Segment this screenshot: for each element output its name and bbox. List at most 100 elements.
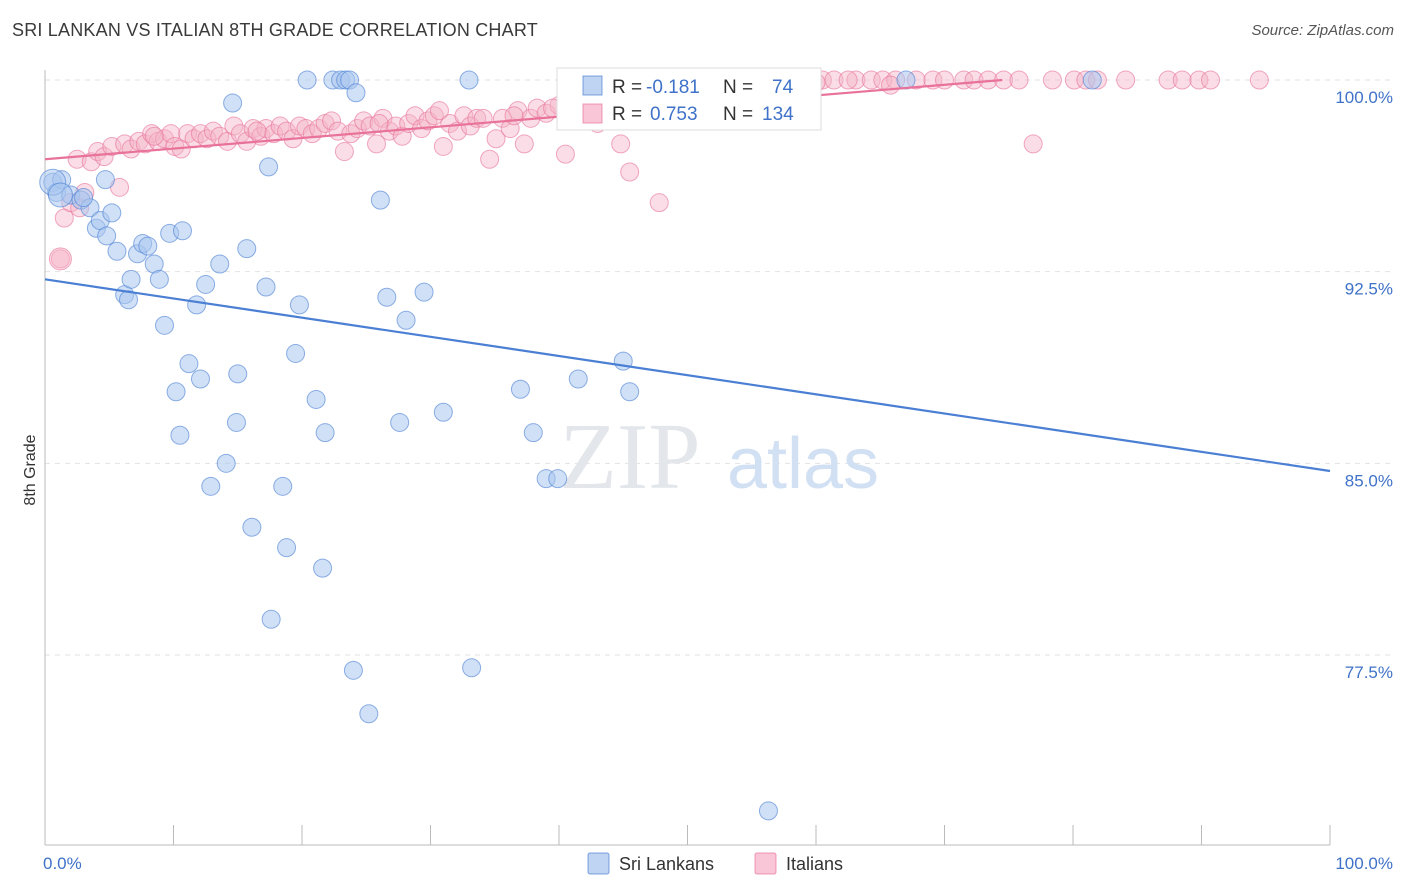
y-tick-labels: 100.0% 92.5% 85.0% 77.5% bbox=[1335, 88, 1393, 682]
sri-lankan-point-8 bbox=[97, 226, 117, 246]
italian-point-120 bbox=[1158, 70, 1178, 90]
legend-pink-r-label: R = bbox=[612, 104, 642, 125]
italian-point-102 bbox=[846, 70, 866, 90]
italian-point-56 bbox=[405, 106, 425, 126]
italian-point-115 bbox=[1042, 70, 1062, 90]
sri-lankan-point-29 bbox=[216, 453, 236, 473]
sri-lankan-point-35 bbox=[259, 157, 279, 177]
sri-lankan-point-21 bbox=[170, 425, 190, 445]
bottom-legend-blue-swatch bbox=[587, 852, 610, 875]
italian-point-48 bbox=[354, 111, 374, 131]
sri-lankan-point-57 bbox=[433, 402, 453, 422]
italian-point-128 bbox=[429, 101, 449, 121]
italian-point-25 bbox=[203, 121, 223, 141]
italian-point-119 bbox=[1116, 70, 1136, 90]
gridlines bbox=[45, 79, 1390, 656]
sri-lankan-point-34 bbox=[256, 277, 276, 297]
sri-lankan-point-43 bbox=[313, 558, 333, 578]
sri-lankan-point-36 bbox=[261, 609, 281, 629]
series-legend: Sri Lankans Italians bbox=[587, 852, 843, 875]
watermark-atlas: atlas bbox=[727, 424, 879, 504]
sri-lankan-point-18 bbox=[155, 315, 175, 335]
italian-point-84 bbox=[620, 162, 640, 182]
sri-lankan-point-31 bbox=[226, 412, 246, 432]
italian-point-125 bbox=[144, 126, 164, 146]
legend-blue-r-value: -0.181 bbox=[646, 77, 700, 98]
sri-lankan-point-56 bbox=[414, 282, 434, 302]
italian-point-124 bbox=[1249, 70, 1269, 90]
italian-point-43 bbox=[322, 111, 342, 131]
italian-point-87 bbox=[649, 193, 669, 213]
bottom-legend-pink-swatch bbox=[754, 852, 777, 875]
legend-blue-r-label: R = bbox=[612, 77, 642, 98]
sri-lankan-point-23 bbox=[179, 354, 199, 374]
sri-lankan-point-52 bbox=[370, 190, 390, 210]
chart-title: SRI LANKAN VS ITALIAN 8TH GRADE CORRELAT… bbox=[12, 20, 538, 40]
italians-trend-line bbox=[44, 78, 1003, 161]
sri-lankan-point-33 bbox=[242, 517, 262, 537]
correlation-legend: R = -0.181 N = 74 R = 0.753 N = 134 bbox=[556, 67, 822, 131]
italian-point-35 bbox=[270, 116, 290, 136]
italian-point-6 bbox=[81, 152, 101, 172]
sri-lankans-points bbox=[39, 70, 1102, 821]
italian-point-72 bbox=[514, 134, 534, 154]
italian-point-123 bbox=[1200, 70, 1220, 90]
sri-lankan-point-53 bbox=[377, 287, 397, 307]
sri-lankan-point-42 bbox=[306, 389, 326, 409]
sri-lankan-point-20 bbox=[166, 382, 186, 402]
italian-point-113 bbox=[1009, 70, 1029, 90]
sri-lankan-point-72 bbox=[138, 236, 158, 256]
italian-point-28 bbox=[224, 116, 244, 136]
italian-point-127 bbox=[369, 113, 389, 133]
legend-pink-r-value: 0.753 bbox=[650, 104, 698, 125]
sri-lankan-point-49 bbox=[343, 660, 363, 680]
italian-point-74 bbox=[527, 98, 547, 118]
watermark: ZIP atlas bbox=[560, 405, 880, 509]
sri-lankan-point-27 bbox=[201, 476, 221, 496]
italian-point-15 bbox=[142, 124, 162, 144]
italian-point-70 bbox=[500, 119, 520, 139]
axes bbox=[44, 70, 1331, 846]
italian-point-large-0 bbox=[48, 247, 72, 271]
bottom-legend-sri-lankans: Sri Lankans bbox=[619, 854, 714, 874]
sri-lankan-point-26 bbox=[196, 274, 216, 294]
italian-point-68 bbox=[486, 129, 506, 149]
sri-lankan-point-51 bbox=[359, 704, 379, 724]
sri-lankan-point-68 bbox=[896, 70, 916, 90]
bottom-legend-italians: Italians bbox=[786, 854, 843, 874]
sri-lankan-point-25 bbox=[190, 369, 210, 389]
sri-lankan-point-17 bbox=[149, 269, 169, 289]
italian-point-45 bbox=[334, 142, 354, 162]
italian-point-3 bbox=[67, 149, 87, 169]
sri-lankan-point-69 bbox=[1082, 70, 1102, 90]
sri-lankan-point-70 bbox=[95, 170, 115, 190]
y-tick-label-2: 85.0% bbox=[1345, 471, 1393, 490]
source-credit: Source: ZipAtlas.com bbox=[1251, 22, 1394, 39]
y-tick-label-3: 77.5% bbox=[1345, 663, 1393, 682]
sri-lankan-point-13 bbox=[121, 269, 141, 289]
trend-lines bbox=[44, 78, 1331, 473]
legend-pink-swatch bbox=[582, 103, 603, 124]
sri-lankan-point-39 bbox=[286, 343, 306, 363]
italian-point-67 bbox=[480, 149, 500, 169]
sri-lankan-point-32 bbox=[237, 239, 257, 259]
sri-lankan-point-73 bbox=[228, 364, 248, 384]
italian-point-114 bbox=[1023, 134, 1043, 154]
sri-lankan-point-61 bbox=[523, 423, 543, 443]
italian-point-121 bbox=[1172, 70, 1192, 90]
italian-point-60 bbox=[433, 136, 453, 156]
sri-lankan-point-37 bbox=[273, 476, 293, 496]
sri-lankan-point-22 bbox=[172, 221, 192, 241]
legend-pink-n-label: N = bbox=[723, 104, 753, 125]
italian-point-50 bbox=[367, 134, 387, 154]
watermark-zip: ZIP bbox=[560, 405, 701, 509]
sri-lankans-trend-line bbox=[44, 278, 1331, 473]
italian-point-137 bbox=[838, 70, 858, 90]
sri-lankan-point-44 bbox=[315, 423, 335, 443]
italian-point-59 bbox=[424, 106, 444, 126]
sri-lankan-point-30 bbox=[223, 93, 243, 113]
sri-lankan-point-63 bbox=[548, 469, 568, 489]
legend-blue-swatch bbox=[582, 75, 603, 96]
sri-lankan-point-67 bbox=[758, 801, 778, 821]
sri-lankan-point-28 bbox=[210, 254, 230, 274]
